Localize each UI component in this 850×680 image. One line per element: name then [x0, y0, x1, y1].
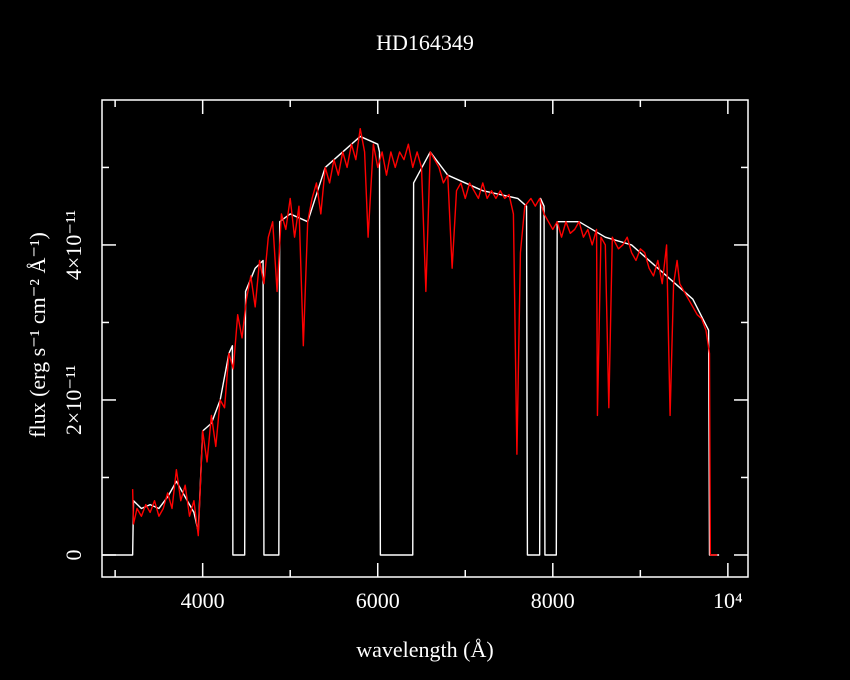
x-axis-label: wavelength (Å) — [356, 637, 493, 662]
y-tick-label: 4×10⁻¹¹ — [61, 210, 86, 280]
y-tick-label: 2×10⁻¹¹ — [61, 365, 86, 435]
x-tick-label: 6000 — [356, 588, 400, 613]
plot-frame — [101, 99, 749, 578]
spectrum-line — [131, 127, 718, 556]
x-tick-label: 10⁴ — [713, 588, 743, 613]
plot-area — [102, 127, 720, 556]
x-tick-label: 4000 — [181, 588, 225, 613]
x-tick-label: 8000 — [531, 588, 575, 613]
y-axis-label: flux (erg s⁻¹ cm⁻² Å⁻¹) — [25, 232, 50, 438]
y-tick-label: 0 — [61, 549, 86, 560]
spectrum-line — [102, 135, 720, 556]
chart-title: HD164349 — [376, 30, 474, 55]
